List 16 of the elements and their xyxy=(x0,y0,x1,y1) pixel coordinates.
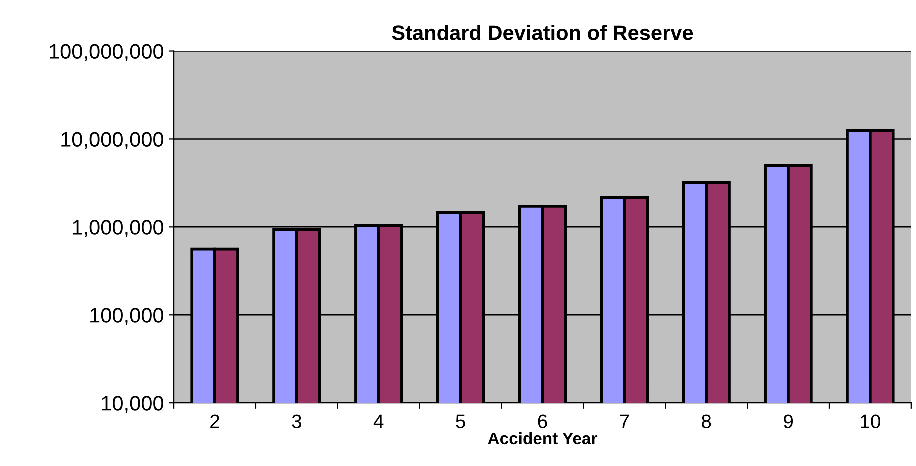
y-tick-label: 1,000,000 xyxy=(73,220,164,238)
x-tick-label: 8 xyxy=(702,414,712,428)
x-tick-label: 5 xyxy=(456,414,466,428)
y-tick-label: 10,000,000 xyxy=(62,132,164,150)
x-tick-label: 7 xyxy=(620,414,630,428)
x-tick-label: 6 xyxy=(538,414,548,428)
x-tick-label: 2 xyxy=(210,414,220,428)
y-tick-label: 100,000 xyxy=(90,308,164,326)
y-tick-label: 10,000 xyxy=(102,396,164,414)
x-tick-label: 4 xyxy=(374,414,384,428)
x-tick-label: 10 xyxy=(861,414,881,428)
x-tick-label: 3 xyxy=(292,414,302,428)
chart-title: Standard Deviation of Reserve xyxy=(392,25,694,40)
x-tick-label: 9 xyxy=(784,414,794,428)
x-axis-title: Accident Year xyxy=(488,432,598,445)
y-tick-label: 100,000,000 xyxy=(50,44,164,62)
